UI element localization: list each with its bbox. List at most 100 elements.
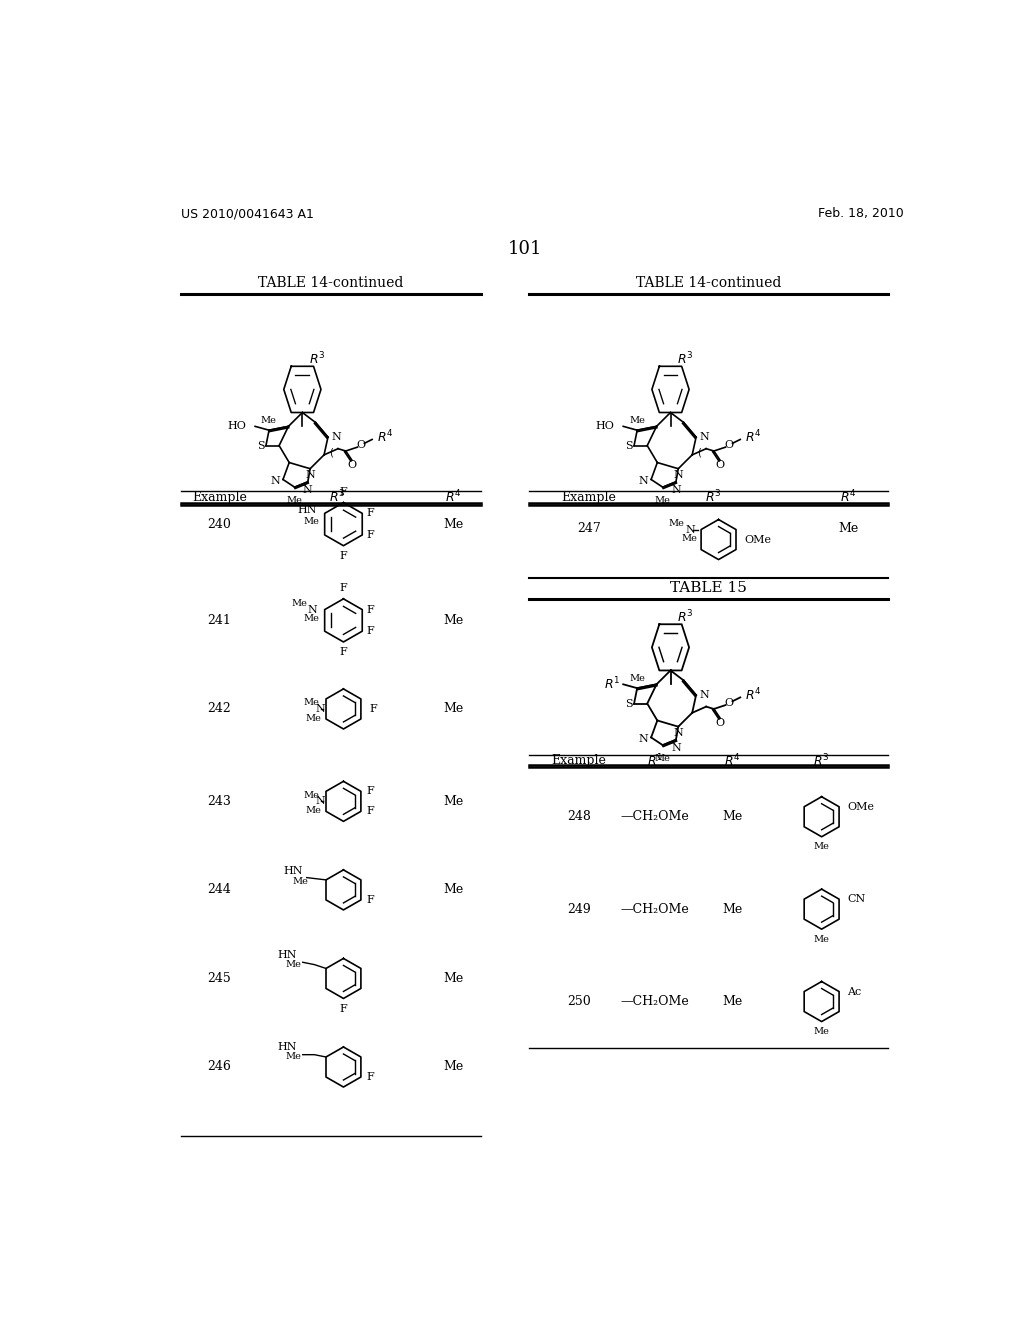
Text: Me: Me	[629, 673, 645, 682]
Text: Me: Me	[306, 807, 322, 814]
Text: $R^3$: $R^3$	[677, 609, 693, 624]
Text: Me: Me	[443, 883, 464, 896]
Text: 101: 101	[508, 240, 542, 259]
Text: $R^4$: $R^4$	[445, 488, 462, 506]
Text: N: N	[671, 484, 681, 495]
Text: OMe: OMe	[744, 535, 771, 545]
Text: Me: Me	[303, 516, 319, 525]
Text: Me: Me	[839, 521, 859, 535]
Text: $R^3$: $R^3$	[705, 488, 721, 506]
Text: Me: Me	[814, 842, 829, 851]
Text: S: S	[625, 698, 633, 709]
Text: F: F	[367, 1072, 374, 1082]
Text: O: O	[725, 440, 734, 450]
Text: $R^4$: $R^4$	[377, 429, 393, 445]
Text: Me: Me	[261, 416, 276, 425]
Text: $R^3$: $R^3$	[308, 350, 325, 367]
Text: N: N	[307, 605, 316, 615]
Text: Me: Me	[814, 1027, 829, 1036]
Text: N: N	[315, 704, 325, 714]
Text: F: F	[367, 529, 375, 540]
Text: $R^1$: $R^1$	[647, 752, 664, 768]
Text: O: O	[347, 459, 356, 470]
Text: 246: 246	[208, 1060, 231, 1073]
Text: —CH₂OMe: —CH₂OMe	[621, 903, 689, 916]
Text: N: N	[270, 477, 280, 486]
Text: 247: 247	[578, 521, 601, 535]
Text: N: N	[685, 524, 695, 535]
Text: Me: Me	[286, 1052, 301, 1061]
Text: N: N	[305, 470, 315, 480]
Text: HN: HN	[284, 866, 303, 875]
Text: $R^4$: $R^4$	[744, 429, 762, 445]
Text: Ac: Ac	[847, 986, 861, 997]
Text: F: F	[340, 487, 347, 498]
Text: HO: HO	[227, 421, 246, 432]
Text: CN: CN	[847, 894, 865, 904]
Text: Me: Me	[303, 614, 319, 623]
Text: F: F	[340, 647, 347, 657]
Text: F: F	[367, 895, 374, 906]
Text: HN: HN	[278, 1041, 297, 1052]
Text: Example: Example	[562, 491, 616, 504]
Text: F: F	[367, 508, 375, 519]
Text: N: N	[638, 477, 648, 486]
Text: $R^4$: $R^4$	[744, 686, 762, 704]
Text: N: N	[671, 743, 681, 752]
Text: $R^4$: $R^4$	[841, 488, 857, 506]
Text: Example: Example	[193, 491, 247, 504]
Text: 240: 240	[208, 517, 231, 531]
Text: O: O	[716, 718, 725, 727]
Text: O: O	[716, 459, 725, 470]
Text: F: F	[340, 552, 347, 561]
Text: Me: Me	[306, 714, 322, 722]
Text: Me: Me	[292, 876, 308, 886]
Text: F: F	[367, 626, 375, 636]
Text: Me: Me	[722, 810, 742, 824]
Text: Me: Me	[814, 935, 829, 944]
Text: N: N	[638, 734, 648, 744]
Text: N: N	[674, 729, 683, 738]
Text: Me: Me	[629, 416, 645, 425]
Text: F: F	[369, 704, 377, 714]
Text: TABLE 15: TABLE 15	[670, 581, 746, 595]
Text: N: N	[315, 796, 325, 807]
Text: Me: Me	[681, 535, 697, 544]
Text: $R^3$: $R^3$	[677, 350, 693, 367]
Text: $R^3$: $R^3$	[329, 488, 345, 506]
Text: $R^1$: $R^1$	[604, 676, 621, 693]
Text: 245: 245	[208, 972, 231, 985]
Text: (: (	[329, 447, 333, 458]
Text: F: F	[367, 787, 374, 796]
Text: Me: Me	[303, 791, 319, 800]
Text: N: N	[331, 432, 341, 442]
Text: N: N	[699, 690, 709, 700]
Text: OMe: OMe	[847, 801, 874, 812]
Text: Me: Me	[443, 517, 464, 531]
Text: Me: Me	[303, 698, 319, 708]
Text: O: O	[725, 698, 734, 708]
Text: —CH₂OMe: —CH₂OMe	[621, 810, 689, 824]
Text: Me: Me	[722, 903, 742, 916]
Text: (: (	[697, 447, 700, 458]
Text: Me: Me	[443, 795, 464, 808]
Text: Me: Me	[669, 519, 685, 528]
Text: Me: Me	[286, 960, 301, 969]
Text: TABLE 14-continued: TABLE 14-continued	[258, 276, 403, 290]
Text: N: N	[674, 470, 683, 480]
Text: TABLE 14-continued: TABLE 14-continued	[636, 276, 781, 290]
Text: 241: 241	[208, 614, 231, 627]
Text: Me: Me	[443, 972, 464, 985]
Text: 243: 243	[208, 795, 231, 808]
Text: S: S	[625, 441, 633, 450]
Text: Me: Me	[443, 702, 464, 715]
Text: Me: Me	[287, 496, 302, 506]
Text: N: N	[303, 484, 312, 495]
Text: HN: HN	[278, 949, 297, 960]
Text: US 2010/0041643 A1: US 2010/0041643 A1	[180, 207, 313, 220]
Text: $R^4$: $R^4$	[724, 752, 740, 768]
Text: Me: Me	[443, 614, 464, 627]
Text: Me: Me	[291, 599, 307, 609]
Text: Me: Me	[654, 496, 671, 506]
Text: HO: HO	[595, 421, 614, 432]
